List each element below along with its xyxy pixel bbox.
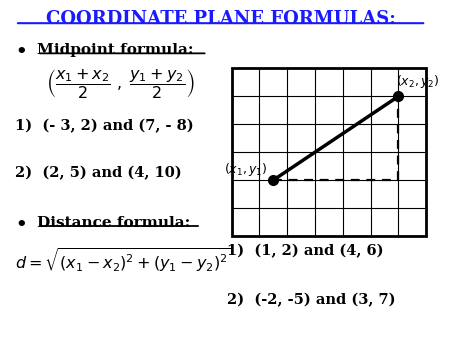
Text: 2)  (2, 5) and (4, 10): 2) (2, 5) and (4, 10)	[15, 166, 182, 180]
Text: $d = \sqrt{(x_1 - x_2)^2 + (y_1 - y_2)^2}$: $d = \sqrt{(x_1 - x_2)^2 + (y_1 - y_2)^2…	[15, 247, 231, 274]
Text: Midpoint formula:: Midpoint formula:	[37, 43, 194, 57]
Text: 1)  (1, 2) and (4, 6): 1) (1, 2) and (4, 6)	[227, 244, 384, 259]
Text: COORDINATE PLANE FORMULAS:: COORDINATE PLANE FORMULAS:	[45, 10, 396, 28]
Text: $(x_1, y_1)$: $(x_1, y_1)$	[224, 162, 268, 178]
Text: •: •	[15, 43, 27, 61]
Text: 1)  (- 3, 2) and (7, - 8): 1) (- 3, 2) and (7, - 8)	[15, 119, 194, 133]
Text: •: •	[15, 216, 27, 234]
Text: $\left(\dfrac{x_1 + x_2}{2}\ ,\ \dfrac{y_1 + y_2}{2}\right)$: $\left(\dfrac{x_1 + x_2}{2}\ ,\ \dfrac{y…	[46, 67, 194, 101]
Text: $(x_2, y_2)$: $(x_2, y_2)$	[396, 73, 440, 90]
Text: 2)  (-2, -5) and (3, 7): 2) (-2, -5) and (3, 7)	[227, 293, 396, 307]
Text: Distance formula:: Distance formula:	[37, 216, 190, 230]
Bar	[232, 68, 426, 236]
